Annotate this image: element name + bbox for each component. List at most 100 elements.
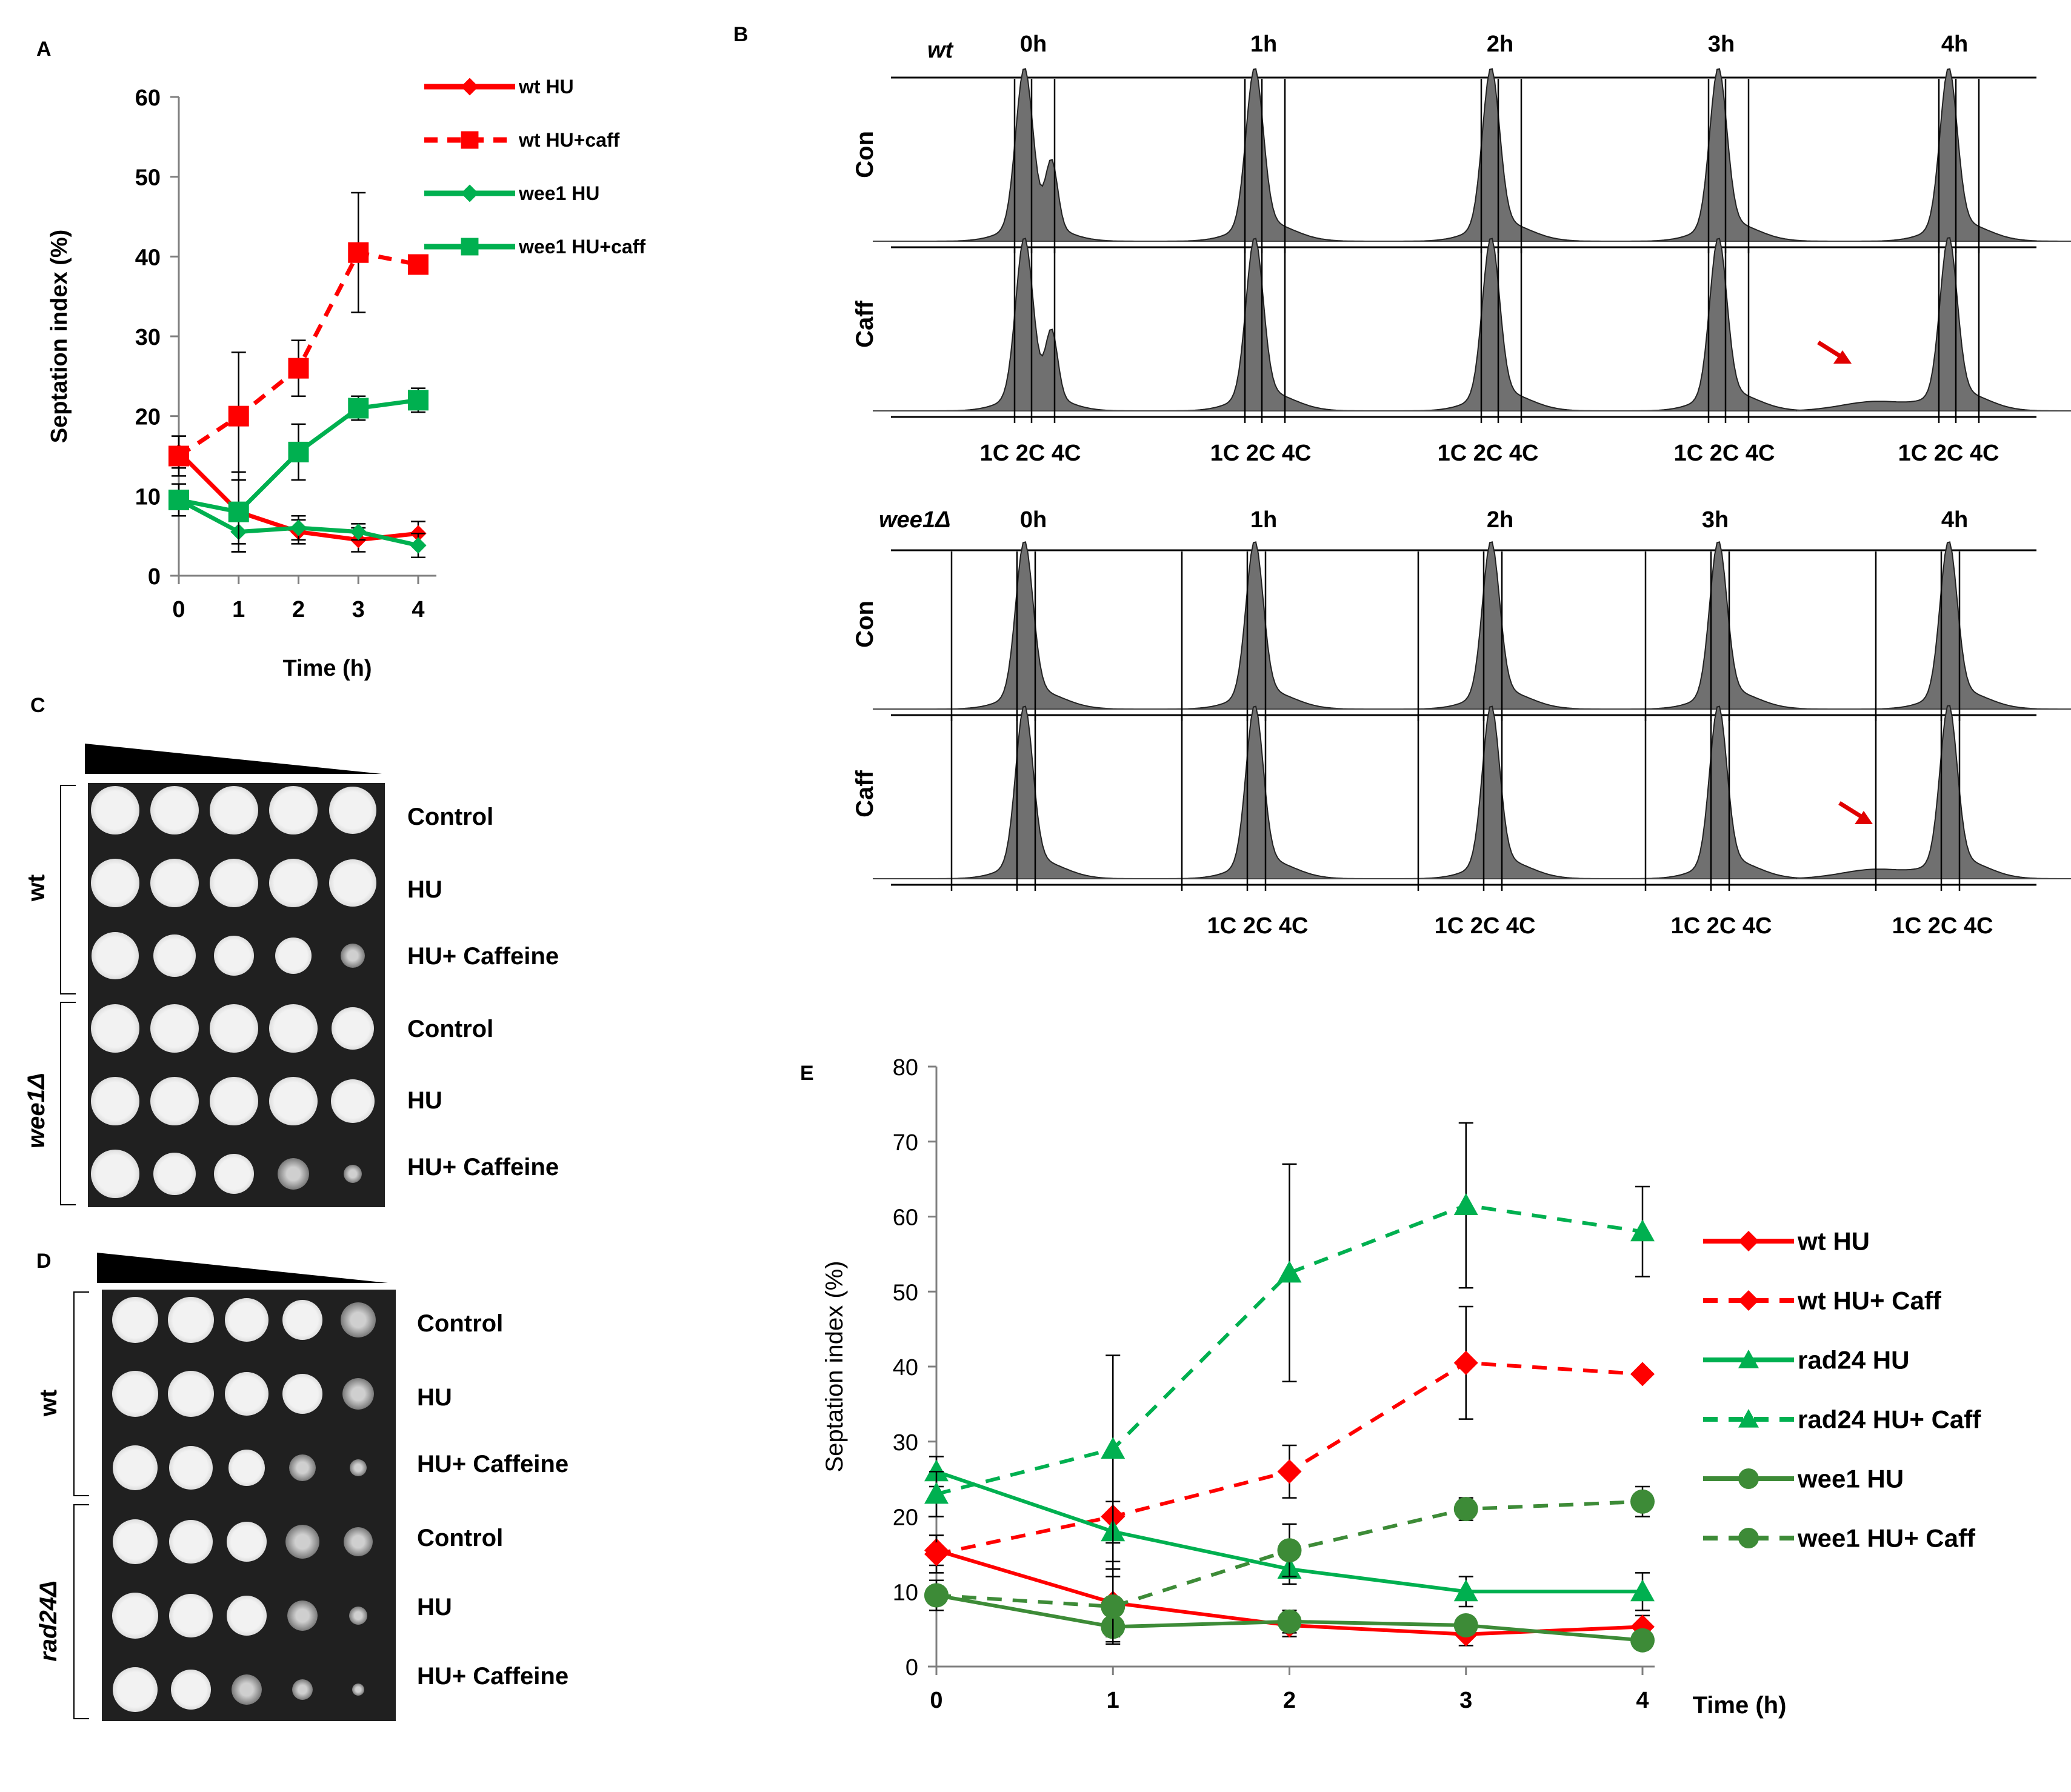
histogram: [873, 705, 1176, 879]
histogram: [1103, 68, 1406, 242]
colony-spot: [91, 859, 139, 907]
colony-spot: [112, 1593, 158, 1639]
colony-spot: [227, 1596, 267, 1636]
x-tick-label: 4: [412, 597, 424, 622]
legend-marker-1: [461, 131, 479, 149]
spot-d-cond-4: HU: [417, 1594, 452, 1620]
flow-wt-caff-label: Caff: [852, 300, 878, 347]
flow-static-frame: [891, 76, 2036, 886]
spot-c-cond-5: HU+ Caffeine: [407, 1154, 559, 1181]
spot-d-strain-wt: wt: [35, 1389, 62, 1417]
y-tick-label: 40: [893, 1355, 918, 1381]
histogram: [873, 238, 1176, 411]
y-tick-label: 80: [893, 1055, 918, 1081]
colony-spot: [92, 932, 139, 979]
data-point-5-2: [1277, 1538, 1302, 1563]
y-tick-label: 30: [135, 325, 161, 350]
colony-spot: [289, 1454, 316, 1481]
plate-c: [88, 783, 385, 1207]
arrow-icon: [1838, 801, 1873, 824]
legend-label-0: wt HU: [1797, 1227, 1870, 1256]
legend-label-1: wt HU+ Caff: [1797, 1287, 1942, 1315]
histogram: [873, 68, 1176, 242]
spot-c-cond-0: Control: [407, 804, 494, 830]
colony-spot: [91, 1150, 139, 1198]
colony-spot: [112, 1297, 158, 1343]
flow-wee1-tp-2: 2h: [1487, 507, 1513, 533]
colony-spot: [171, 1670, 211, 1710]
chart-e: 0 10 20 30 40 50 60 70 80 0 1 2 3 4 Time (h) Septation …: [821, 1055, 1981, 1719]
legend-marker-4: [1738, 1468, 1759, 1489]
data-point-1-3: [1453, 1350, 1478, 1375]
x-tick-label: 4: [1636, 1688, 1649, 1713]
colony-spot: [210, 1004, 258, 1053]
colony-spot: [210, 786, 258, 834]
x-tick-label: 2: [292, 597, 305, 622]
flow-wee1-ploidy-4: 1C 2C 4C: [1892, 913, 1993, 939]
x-tick-label: 2: [1283, 1688, 1296, 1713]
histogram: [1339, 541, 1642, 710]
data-point-2-0: [924, 1459, 949, 1482]
data-point-2-4: [410, 537, 427, 554]
histogram: [1797, 68, 2071, 242]
data-point-1-2: [1277, 1459, 1302, 1484]
data-point-3-3: [348, 398, 369, 419]
colony-spot: [344, 1165, 362, 1183]
colony-spot: [210, 859, 258, 907]
colony-spot: [214, 1154, 254, 1194]
spot-d-cond-1: HU: [417, 1384, 452, 1411]
y-tick-label: 10: [893, 1580, 918, 1605]
plate-d: [102, 1290, 396, 1721]
legend-marker-2: [1738, 1350, 1759, 1368]
y-axis-label: Septation index (%): [821, 1261, 848, 1472]
colony-spot: [331, 1079, 375, 1123]
data-point-4-2: [1277, 1609, 1302, 1634]
colony-spot: [349, 1607, 367, 1625]
colony-spot: [113, 1667, 158, 1712]
legend-marker-0: [1738, 1231, 1759, 1251]
colony-spot: [150, 1077, 199, 1125]
spot-c-strain-mut: wee1Δ: [23, 1073, 50, 1148]
spot-c-strain-wt: wt: [23, 874, 50, 902]
x-axis-label: Time (h): [282, 656, 372, 681]
data-point-3-2: [288, 441, 309, 462]
colony-spot: [169, 1594, 213, 1637]
y-tick-label: 40: [135, 245, 161, 270]
spot-c-cond-3: Control: [407, 1016, 494, 1042]
data-point-1-4: [408, 254, 429, 275]
flow-wee1-tp-4: 4h: [1941, 507, 1968, 533]
flow-wee1-tp-3: 3h: [1702, 507, 1729, 533]
data-point-2-2: [290, 519, 307, 536]
colony-spot: [341, 944, 365, 968]
x-axis-label: Time (h): [1693, 1692, 1787, 1719]
colony-spot: [210, 1077, 258, 1125]
legend-marker-3: [1738, 1409, 1759, 1428]
colony-spot: [332, 1007, 374, 1050]
colony-spot: [113, 1445, 158, 1490]
colony-spot: [269, 859, 318, 907]
colony-spot: [169, 1446, 213, 1490]
flow-wt-ploidy-4: 1C 2C 4C: [1898, 441, 1999, 466]
x-tick-label: 1: [1107, 1688, 1119, 1713]
colony-spot: [228, 1450, 265, 1486]
legend-label-3: wee1 HU+caff: [518, 236, 645, 258]
data-point-2-4: [1630, 1579, 1655, 1602]
flow-wee1-caff-label: Caff: [852, 770, 878, 817]
colony-spot: [341, 1302, 376, 1337]
spot-d-cond-5: HU+ Caffeine: [417, 1663, 569, 1690]
colony-spot: [275, 938, 312, 974]
colony-spot: [225, 1298, 268, 1342]
y-tick-label: 20: [135, 405, 161, 430]
data-point-4-4: [1630, 1628, 1655, 1653]
colony-spot: [269, 786, 318, 834]
legend-label-5: wee1 HU+ Caff: [1797, 1524, 1976, 1553]
flow-wt-ploidy-3: 1C 2C 4C: [1674, 441, 1775, 466]
strain-bracket: [60, 785, 76, 1205]
flow-wee1-tp-0: 0h: [1020, 507, 1047, 533]
flow-wt-tp-2: 2h: [1487, 32, 1513, 57]
colony-spot: [153, 934, 196, 977]
data-point-3-1: [1101, 1437, 1126, 1459]
legend-marker-2: [461, 184, 479, 202]
data-point-3-4: [408, 390, 429, 411]
data-point-5-1: [1101, 1594, 1126, 1619]
